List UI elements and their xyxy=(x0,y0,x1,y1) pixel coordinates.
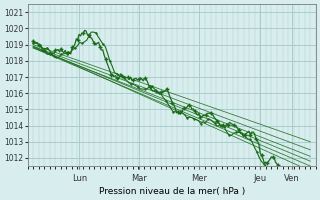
X-axis label: Pression niveau de la mer( hPa ): Pression niveau de la mer( hPa ) xyxy=(99,187,245,196)
